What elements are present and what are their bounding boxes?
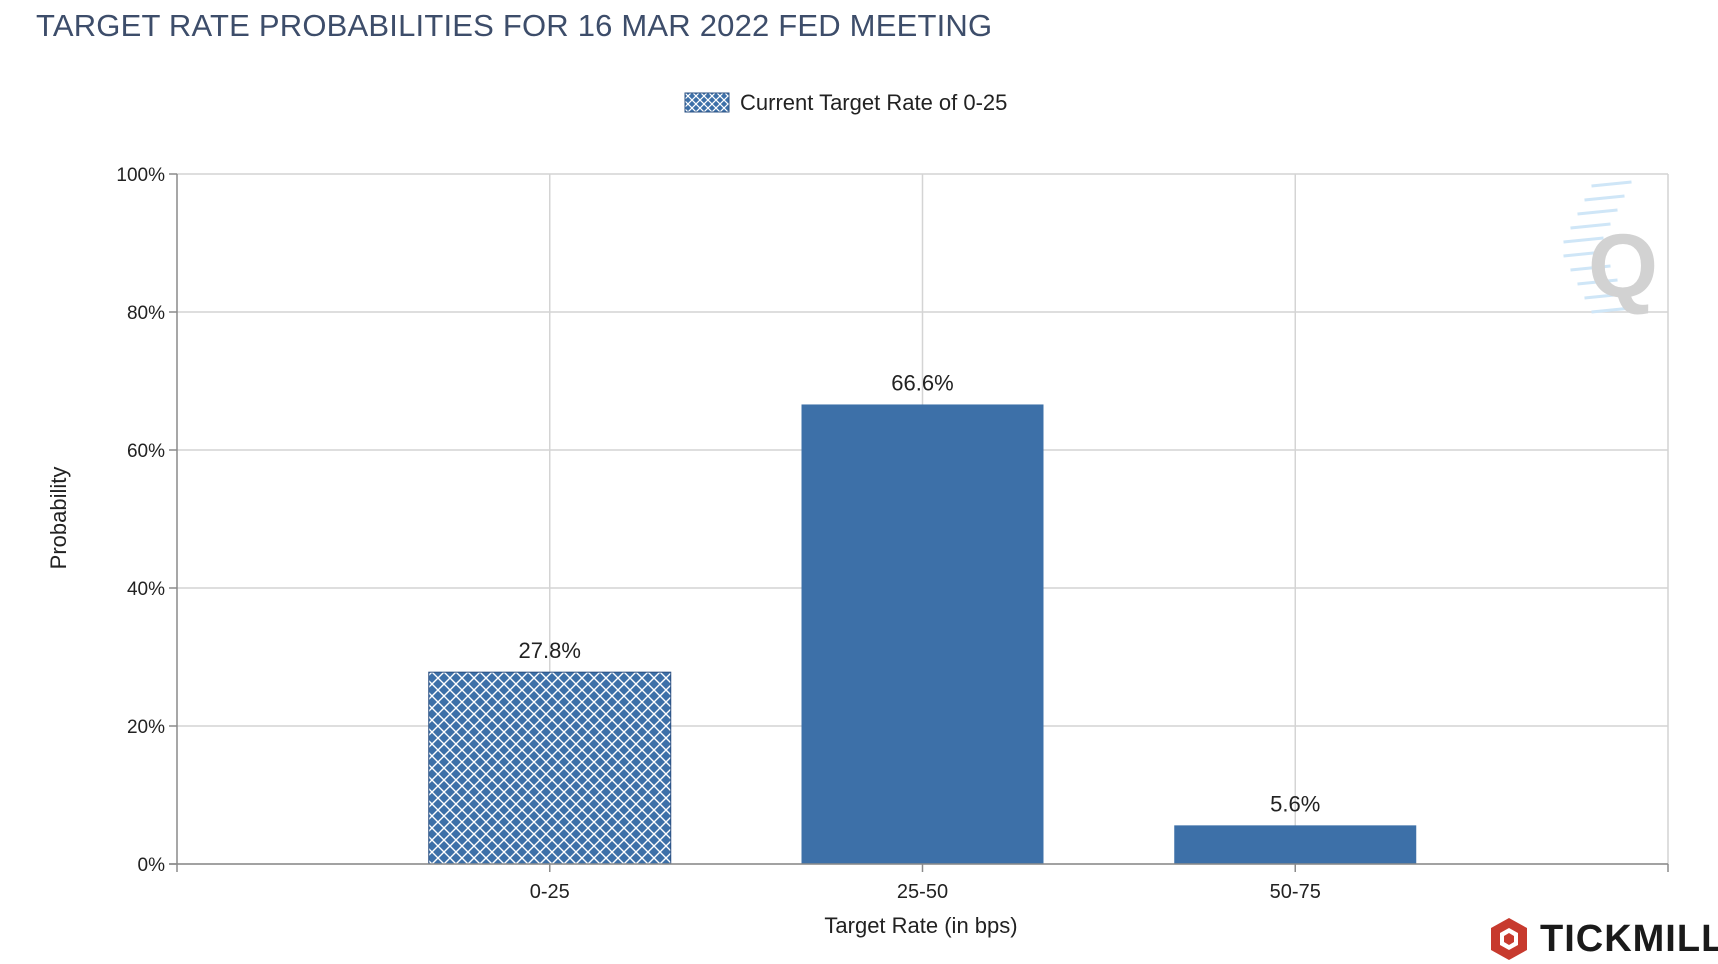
x-axis-label: Target Rate (in bps) <box>824 913 1017 938</box>
x-tick-label: 25-50 <box>897 881 948 903</box>
chart-title: TARGET RATE PROBABILITIES FOR 16 MAR 202… <box>36 8 993 43</box>
watermark-stripe <box>1577 208 1618 216</box>
x-tick-label: 50-75 <box>1270 881 1321 903</box>
tickmill-logo-icon <box>1491 918 1527 960</box>
brand-name: TICKMILL <box>1540 917 1718 960</box>
bar-25-50 <box>801 404 1044 864</box>
legend: Current Target Rate of 0-25 <box>684 90 1007 115</box>
watermark-stripe <box>1577 278 1618 286</box>
bar-value-label: 5.6% <box>1270 791 1320 816</box>
y-tick-label: 0% <box>138 855 166 876</box>
watermark-stripe <box>1563 236 1604 244</box>
y-axis-label: Probability <box>46 467 71 570</box>
q-watermark-icon: Q <box>1563 180 1658 317</box>
y-axis-ticks: 0% 20% 40% 60% 80% 100% <box>116 165 177 876</box>
legend-label: Current Target Rate of 0-25 <box>740 90 1007 115</box>
legend-swatch <box>684 92 730 113</box>
watermark-stripe <box>1584 194 1625 202</box>
bar-value-label: 66.6% <box>891 370 953 395</box>
bar-0-25 <box>428 671 672 865</box>
watermark-stripe <box>1591 180 1632 188</box>
y-tick-label: 80% <box>127 303 165 324</box>
y-tick-label: 40% <box>127 579 165 600</box>
bar-value-label: 27.8% <box>519 638 581 663</box>
y-tick-label: 60% <box>127 441 165 462</box>
y-tick-label: 20% <box>127 717 165 738</box>
brand: TICKMILL <box>1488 916 1718 962</box>
watermark-stripe <box>1591 306 1632 314</box>
bars: 27.8% 66.6% 5.6% <box>428 370 1417 865</box>
watermark-stripe <box>1563 250 1604 258</box>
y-tick-label: 100% <box>116 165 165 186</box>
axes <box>169 174 1668 865</box>
bar-50-75 <box>1174 825 1417 864</box>
x-axis-ticks: 0-25 25-50 50-75 <box>176 864 1669 903</box>
watermark-letter: Q <box>1588 217 1658 317</box>
x-tick-label: 0-25 <box>530 881 570 903</box>
watermark-stripe <box>1570 264 1611 272</box>
watermark-stripe <box>1584 292 1625 300</box>
watermark-stripe <box>1570 222 1611 230</box>
